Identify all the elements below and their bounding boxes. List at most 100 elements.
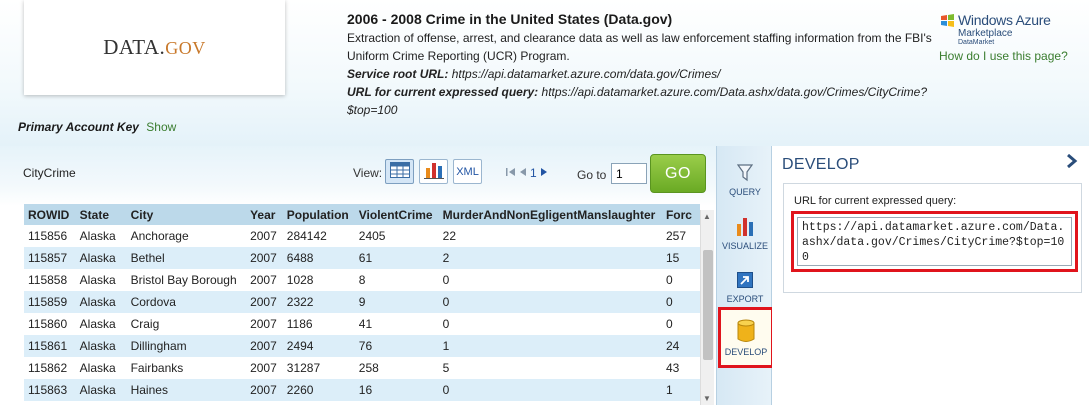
show-key-link[interactable]: Show xyxy=(146,120,177,134)
cell-year: 2007 xyxy=(246,269,283,291)
cell-population: 31287 xyxy=(282,357,355,379)
results-table: ROWID State City Year Population Violent… xyxy=(24,204,700,401)
develop-panel-title: DEVELOP xyxy=(782,156,860,173)
query-url-field[interactable]: https://api.datamarket.azure.com/Data.as… xyxy=(797,217,1072,266)
develop-url-box: URL for current expressed query: https:/… xyxy=(783,183,1082,293)
scroll-down-icon[interactable]: ▼ xyxy=(703,394,711,403)
goto-label: Go to xyxy=(577,168,607,182)
column-header-state[interactable]: State xyxy=(75,204,127,225)
cell-population: 284142 xyxy=(282,225,355,247)
cell-city: Bethel xyxy=(126,247,247,269)
cell-year: 2007 xyxy=(246,225,283,247)
service-root-line: Service root URL: https://api.datamarket… xyxy=(347,65,932,83)
table-view-button[interactable] xyxy=(385,159,414,184)
cell-murder: 0 xyxy=(438,379,662,401)
dataset-info: 2006 - 2008 Crime in the United States (… xyxy=(347,9,932,119)
visualize-tool-button[interactable]: VISUALIZE xyxy=(717,206,773,261)
cell-city: Haines xyxy=(126,379,247,401)
collapse-panel-icon[interactable] xyxy=(1066,152,1078,173)
cell-rowid: 115857 xyxy=(24,247,76,269)
column-header-violentcrime[interactable]: ViolentCrime xyxy=(354,204,439,225)
next-page-icon[interactable] xyxy=(540,166,548,180)
vertical-scrollbar[interactable]: ▲ ▼ xyxy=(700,210,714,405)
chart-view-icon xyxy=(423,161,444,182)
table-row[interactable]: 115861 Alaska Dillingham 2007 2494 76 1 … xyxy=(24,335,700,357)
cell-city: Anchorage xyxy=(126,225,247,247)
first-page-icon[interactable] xyxy=(506,166,516,180)
table-row[interactable]: 115863 Alaska Haines 2007 2260 16 0 1 xyxy=(24,379,700,401)
cell-violentcrime: 8 xyxy=(354,269,439,291)
table-header-row: ROWID State City Year Population Violent… xyxy=(24,204,700,225)
cell-murder: 2 xyxy=(438,247,662,269)
query-tool-button[interactable]: QUERY xyxy=(717,152,773,207)
table-row[interactable]: 115860 Alaska Craig 2007 1186 41 0 0 xyxy=(24,313,700,335)
export-tool-button[interactable]: EXPORT xyxy=(717,259,773,314)
cell-rowid: 115862 xyxy=(24,357,76,379)
cell-state: Alaska xyxy=(75,313,127,335)
service-root-label: Service root URL: xyxy=(347,67,449,81)
cell-state: Alaska xyxy=(75,247,127,269)
scroll-thumb[interactable] xyxy=(703,250,713,360)
cell-city: Cordova xyxy=(126,291,247,313)
cell-state: Alaska xyxy=(75,379,127,401)
azure-marketplace-logo[interactable]: Windows Azure Marketplace DataMarket xyxy=(940,12,1070,47)
column-header-forc[interactable]: Forc xyxy=(661,204,700,225)
table-row[interactable]: 115857 Alaska Bethel 2007 6488 61 2 15 xyxy=(24,247,700,269)
xml-view-button[interactable]: XML xyxy=(453,159,482,184)
dataset-title: 2006 - 2008 Crime in the United States (… xyxy=(347,11,673,27)
cell-violentcrime: 61 xyxy=(354,247,439,269)
help-link[interactable]: How do I use this page? xyxy=(939,49,1068,63)
brand-sub2: DataMarket xyxy=(958,39,995,46)
cell-violentcrime: 258 xyxy=(354,357,439,379)
cell-rowid: 115856 xyxy=(24,225,76,247)
cell-murder: 1 xyxy=(438,335,662,357)
dataset-description: Extraction of offense, arrest, and clear… xyxy=(347,31,932,63)
dataset-name: CityCrime xyxy=(23,166,76,180)
prev-page-icon[interactable] xyxy=(519,166,527,180)
develop-url-label: URL for current expressed query: xyxy=(794,195,957,207)
query-url: https://api.datamarket.azure.com/Data.as… xyxy=(347,85,928,117)
column-header-year[interactable]: Year xyxy=(246,204,283,225)
table-row[interactable]: 115859 Alaska Cordova 2007 2322 9 0 0 xyxy=(24,291,700,313)
cell-year: 2007 xyxy=(246,291,283,313)
cell-city: Dillingham xyxy=(126,335,247,357)
cell-state: Alaska xyxy=(75,357,127,379)
cell-murder: 0 xyxy=(438,291,662,313)
publisher-logo[interactable]: DATA.GOV xyxy=(24,0,285,95)
develop-tool-button[interactable]: DEVELOP xyxy=(718,307,774,368)
cell-state: Alaska xyxy=(75,335,127,357)
goto-page-input[interactable] xyxy=(611,163,647,184)
cell-state: Alaska xyxy=(75,291,127,313)
cell-forc: 1 xyxy=(661,379,700,401)
column-header-city[interactable]: City xyxy=(126,204,247,225)
windows-flag-icon xyxy=(940,13,955,28)
account-key: Primary Account Key Show xyxy=(18,120,176,134)
go-button[interactable]: GO xyxy=(650,154,706,193)
brand-sub: Marketplace xyxy=(958,28,1013,39)
cell-violentcrime: 16 xyxy=(354,379,439,401)
cell-city: Craig xyxy=(126,313,247,335)
chart-view-button[interactable] xyxy=(419,159,448,184)
current-page: 1 xyxy=(530,166,537,180)
cell-population: 1028 xyxy=(282,269,355,291)
query-url-label: URL for current expressed query: xyxy=(347,85,539,99)
cell-rowid: 115859 xyxy=(24,291,76,313)
account-key-label: Primary Account Key xyxy=(18,120,139,134)
pager: 1 xyxy=(506,166,548,180)
column-header-rowid[interactable]: ROWID xyxy=(24,204,76,225)
cell-murder: 0 xyxy=(438,313,662,335)
table-row[interactable]: 115858 Alaska Bristol Bay Borough 2007 1… xyxy=(24,269,700,291)
table-row[interactable]: 115862 Alaska Fairbanks 2007 31287 258 5… xyxy=(24,357,700,379)
cell-violentcrime: 2405 xyxy=(354,225,439,247)
brand-name: Windows Azure xyxy=(958,12,1051,28)
column-header-population[interactable]: Population xyxy=(282,204,355,225)
column-header-murder[interactable]: MurderAndNonEgligentManslaughter xyxy=(438,204,662,225)
scroll-up-icon[interactable]: ▲ xyxy=(703,212,711,221)
view-label: View: xyxy=(353,166,383,180)
cell-violentcrime: 41 xyxy=(354,313,439,335)
database-icon xyxy=(737,318,755,344)
cell-forc: 0 xyxy=(661,291,700,313)
develop-panel: DEVELOP URL for current expressed query:… xyxy=(772,146,1089,405)
table-row[interactable]: 115856 Alaska Anchorage 2007 284142 2405… xyxy=(24,225,700,247)
results-grid: ROWID State City Year Population Violent… xyxy=(24,204,700,405)
